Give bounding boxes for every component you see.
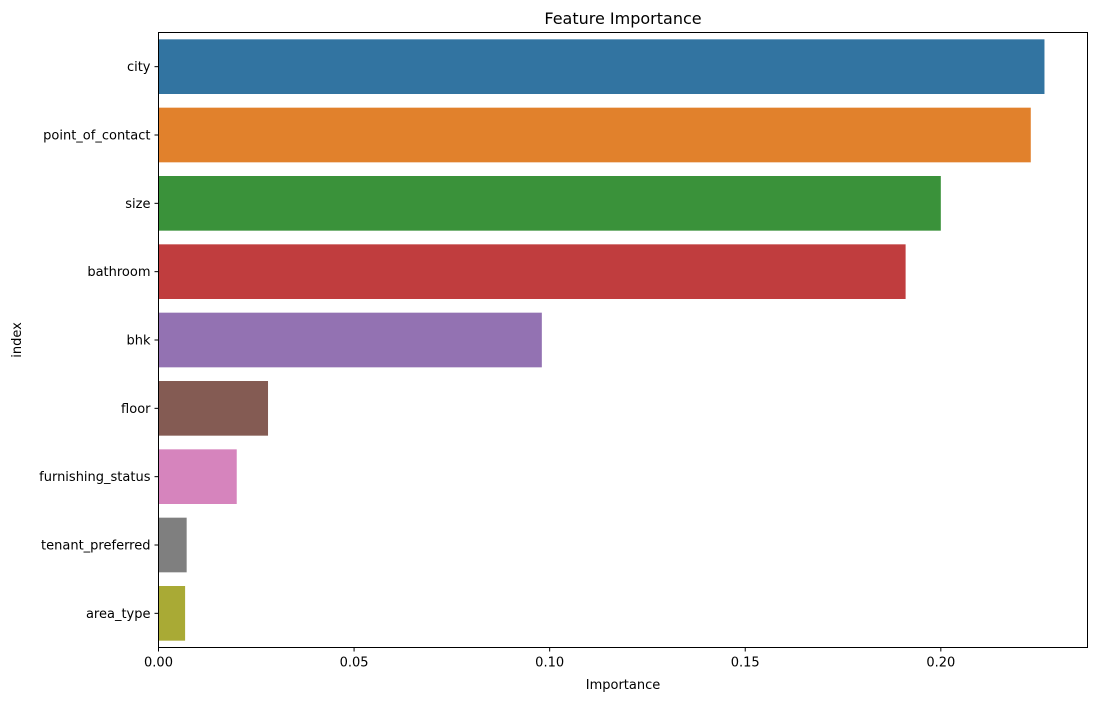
y-tick-label: size	[125, 197, 150, 212]
bar-bhk	[158, 312, 542, 368]
bar-bathroom	[158, 244, 906, 299]
x-tick-label: 0.15	[731, 656, 760, 671]
y-tick-label: bathroom	[87, 265, 150, 280]
x-axis-ticks: 0.00 0.05 0.10 0.15 0.20	[144, 647, 955, 671]
bar-furnishing_status	[158, 449, 237, 504]
x-tick-label: 0.20	[926, 656, 955, 671]
bar-area_type	[158, 586, 186, 641]
y-tick-label: area_type	[86, 607, 151, 622]
y-tick-label: furnishing_status	[39, 470, 151, 485]
y-tick-label: point_of_contact	[43, 129, 150, 144]
plot-frame	[158, 32, 1088, 648]
bar-size	[158, 176, 941, 231]
y-tick-label: bhk	[126, 334, 150, 349]
bar-floor	[158, 381, 269, 436]
bars-group	[158, 39, 1045, 641]
x-tick-label: 0.00	[144, 656, 173, 671]
y-tick-label: city	[127, 60, 151, 75]
bar-city	[158, 39, 1045, 94]
x-tick-label: 0.10	[535, 656, 564, 671]
x-tick-label: 0.05	[340, 656, 369, 671]
y-axis-label: index	[10, 322, 25, 358]
y-tick-label: tenant_preferred	[41, 539, 150, 554]
y-tick-label: floor	[121, 402, 151, 417]
bar-point_of_contact	[158, 107, 1031, 163]
chart-title: Feature Importance	[544, 9, 701, 28]
bar-tenant_preferred	[158, 517, 187, 573]
x-axis-label: Importance	[586, 678, 661, 693]
